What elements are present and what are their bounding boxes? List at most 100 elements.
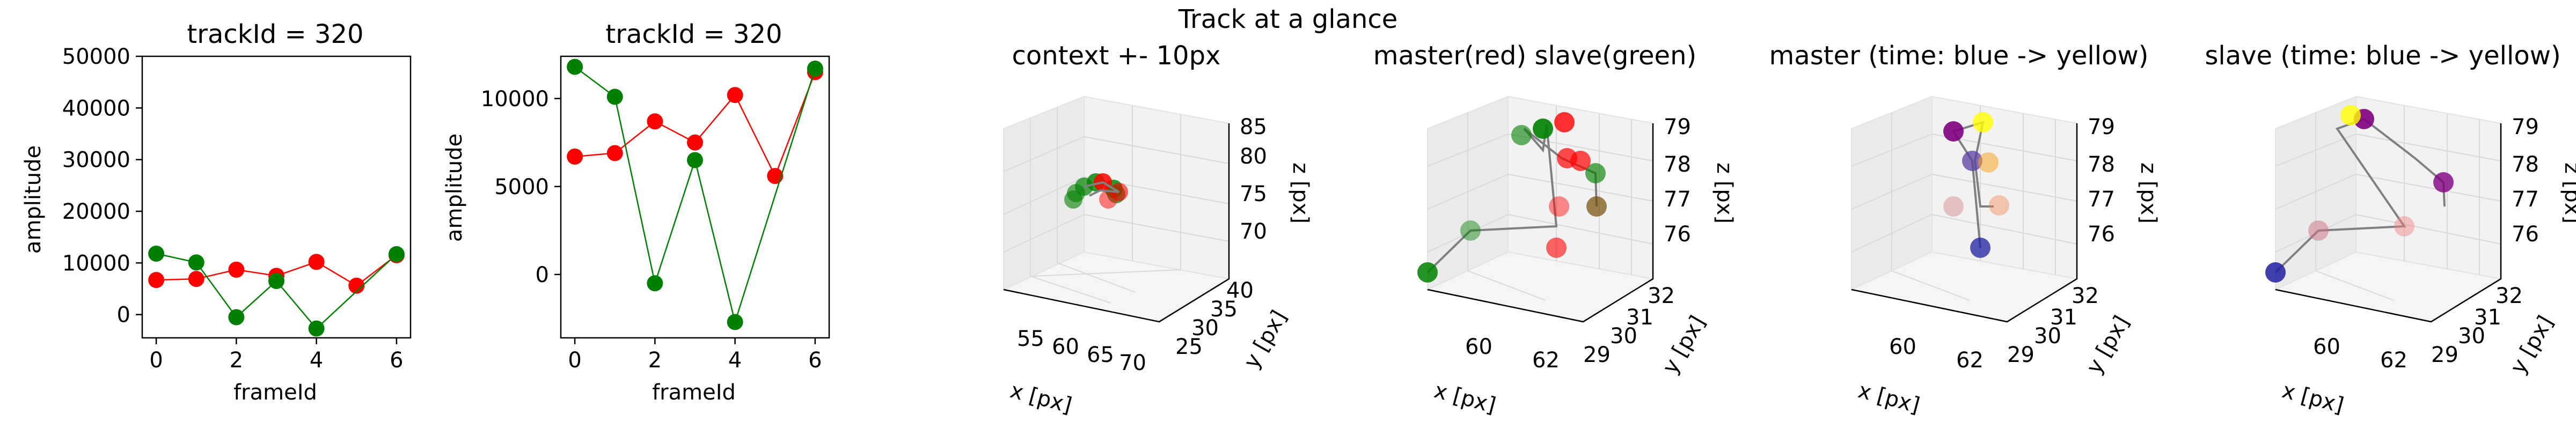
ms-point bbox=[1460, 220, 1481, 241]
context-xtick-3: 70 bbox=[1119, 351, 1146, 375]
master-xtick-0: 60 bbox=[1889, 335, 1916, 359]
chart-2-xtick-label: 2 bbox=[648, 348, 662, 373]
ms-ylabel: y [px] bbox=[1658, 312, 1710, 378]
chart-2-data-point bbox=[606, 145, 623, 161]
chart-1-xtick-label: 4 bbox=[310, 348, 323, 373]
slave-xtick-1: 62 bbox=[2380, 348, 2407, 373]
chart-2-ytick-label: 0 bbox=[536, 263, 549, 287]
ms-ztick-1: 77 bbox=[1664, 187, 1691, 212]
slave-ztick-2: 78 bbox=[2512, 152, 2539, 177]
chart-2-data-point bbox=[647, 113, 663, 130]
ms-point bbox=[1585, 163, 1606, 183]
master-ztick-0: 76 bbox=[2088, 222, 2115, 247]
ms-ytick-3: 32 bbox=[1648, 284, 1675, 308]
chart-1-ylabel: amplitude bbox=[21, 145, 46, 254]
context-3d-plot: context +- 10px 55 60 65 70 x [px] 25 30… bbox=[1001, 41, 1313, 418]
slave-point bbox=[2308, 220, 2329, 241]
context-ytick-1: 30 bbox=[1191, 316, 1219, 341]
chart-2-axes-frame bbox=[560, 55, 830, 339]
master-zlabel: z [px] bbox=[2136, 162, 2161, 224]
ms-point bbox=[1554, 112, 1575, 132]
master-xtick-1: 62 bbox=[1956, 348, 1984, 373]
slave-ytick-1: 30 bbox=[2458, 324, 2485, 349]
context-ztick-1: 75 bbox=[1240, 182, 1267, 206]
ms-points bbox=[1417, 112, 1607, 283]
chart-2-data-point bbox=[807, 60, 823, 77]
chart-2-data-point bbox=[767, 168, 784, 184]
chart-2-xlabel: frameId bbox=[652, 380, 736, 405]
ms-point bbox=[1511, 125, 1532, 145]
chart-1-xtick-label: 6 bbox=[390, 348, 403, 373]
chart-1-data-point bbox=[148, 272, 165, 289]
ms-ytick-2: 31 bbox=[1626, 305, 1653, 330]
chart-2-data-point bbox=[606, 88, 623, 105]
ms-point bbox=[1586, 196, 1607, 217]
slave-ztick-3: 79 bbox=[2512, 115, 2539, 139]
chart-1-data-point bbox=[268, 273, 284, 290]
context-ztick-0: 70 bbox=[1240, 219, 1267, 244]
slave-points bbox=[2265, 105, 2454, 283]
chart-1-ytick-label: 10000 bbox=[62, 251, 130, 276]
chart-2-title: trackId = 320 bbox=[605, 19, 782, 49]
master-ytick-3: 32 bbox=[2072, 284, 2099, 308]
context-zlabel: z [px] bbox=[1288, 162, 1313, 224]
chart-1-plot-area: 0 2 4 6 0 10000 20000 30000 40000 50000 bbox=[62, 45, 412, 373]
slave-ztick-0: 76 bbox=[2512, 222, 2539, 247]
master-ytick-0: 29 bbox=[2007, 343, 2035, 367]
ms-ztick-3: 79 bbox=[1664, 115, 1691, 139]
chart-1-title: trackId = 320 bbox=[187, 19, 363, 49]
chart-1-xlabel: frameId bbox=[233, 380, 317, 405]
context-xlabel: x [px] bbox=[1007, 378, 1074, 418]
ms-point bbox=[1417, 262, 1438, 283]
context-ytick-0: 25 bbox=[1175, 335, 1203, 359]
chart-2-xtick-label: 6 bbox=[808, 348, 822, 373]
slave-ylabel: y [px] bbox=[2506, 312, 2558, 378]
master-time-3d-plot: master (time: blue -> yellow) 60 62 x [p… bbox=[1769, 41, 2161, 418]
ms-point bbox=[1549, 196, 1569, 217]
context-plot-title: context +- 10px bbox=[1012, 41, 1221, 71]
chart-1-data-point bbox=[228, 261, 245, 278]
slave-xtick-0: 60 bbox=[2313, 335, 2340, 359]
context-points bbox=[1064, 173, 1128, 209]
chart-2-data-point bbox=[687, 134, 703, 151]
master-slave-plot-title: master(red) slave(green) bbox=[1373, 41, 1696, 71]
chart-1-ytick-label: 40000 bbox=[62, 96, 130, 121]
chart-1-axes-frame bbox=[141, 55, 412, 339]
ms-xtick-1: 62 bbox=[1532, 348, 1560, 373]
chart-2-data-point bbox=[567, 149, 583, 165]
chart-1-data-point bbox=[308, 254, 325, 270]
context-point bbox=[1067, 184, 1085, 202]
master-point bbox=[1943, 196, 1964, 217]
chart-2-series-line bbox=[574, 66, 816, 325]
chart-1-ytick-label: 50000 bbox=[62, 45, 130, 69]
ms-ztick-0: 76 bbox=[1664, 222, 1691, 247]
context-xtick-2: 65 bbox=[1087, 343, 1114, 367]
chart-1-ytick-label: 20000 bbox=[62, 199, 130, 224]
master-point bbox=[1978, 152, 1999, 173]
chart-2-data-point bbox=[727, 314, 743, 330]
chart-2-xtick-label: 4 bbox=[728, 348, 742, 373]
ms-xlabel: x [px] bbox=[1431, 378, 1498, 418]
chart-2-data-point bbox=[727, 87, 743, 103]
master-point bbox=[1943, 121, 1964, 142]
chart-1-data-point bbox=[148, 245, 165, 262]
chart-2-ytick-label: 5000 bbox=[494, 175, 549, 199]
chart-1-data-point bbox=[308, 320, 325, 337]
master-ylabel: y [px] bbox=[2082, 312, 2134, 378]
ms-point bbox=[1546, 238, 1567, 258]
slave-point bbox=[2433, 172, 2454, 193]
chart-1-xtick-label: 2 bbox=[230, 348, 243, 373]
slave-ztick-1: 77 bbox=[2512, 187, 2539, 212]
master-ztick-3: 79 bbox=[2088, 115, 2115, 139]
master-ztick-2: 78 bbox=[2088, 152, 2115, 177]
slave-ytick-2: 31 bbox=[2474, 305, 2501, 330]
amplitude-chart-2: trackId = 320 frameId amplitude 0 2 4 6 0 500… bbox=[442, 19, 830, 405]
slave-point bbox=[2340, 105, 2361, 125]
slave-point bbox=[2394, 216, 2414, 236]
master-point bbox=[1973, 112, 1993, 132]
chart-2-data-point bbox=[567, 58, 583, 75]
ms-point bbox=[1570, 151, 1591, 171]
figure-suptitle: Track at a glance bbox=[1178, 4, 1398, 34]
ms-zlabel: z [px] bbox=[1712, 162, 1737, 224]
